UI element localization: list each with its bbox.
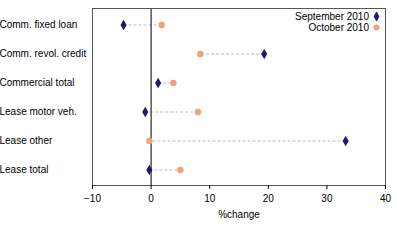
svg-text:10: 10 bbox=[204, 193, 216, 204]
html-text:September 2010: September 2010 bbox=[295, 11, 369, 22]
svg-text:%change: %change bbox=[218, 209, 260, 220]
svg-text:Lease motor veh.: Lease motor veh. bbox=[0, 106, 77, 117]
svg-text:0: 0 bbox=[148, 193, 154, 204]
svg-text:Comm. fixed loan: Comm. fixed loan bbox=[0, 19, 77, 30]
svg-text:Lease other: Lease other bbox=[0, 135, 53, 146]
svg-text:40: 40 bbox=[380, 193, 392, 204]
svg-text:Lease total: Lease total bbox=[0, 164, 48, 175]
svg-text:−10: −10 bbox=[84, 193, 101, 204]
svg-text:Comm. revol. credit: Comm. revol. credit bbox=[0, 48, 86, 59]
svg-text:30: 30 bbox=[321, 193, 333, 204]
html-text:October 2010: October 2010 bbox=[308, 22, 369, 33]
svg-text:20: 20 bbox=[263, 193, 275, 204]
svg-text:Commercial total: Commercial total bbox=[0, 77, 75, 88]
